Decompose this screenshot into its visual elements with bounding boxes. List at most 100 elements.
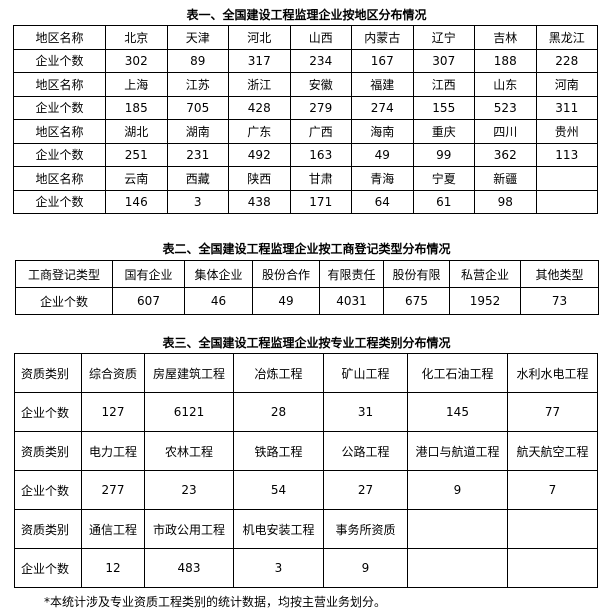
row-label: 资质类别 bbox=[14, 431, 82, 471]
table-row: 地区名称 上海 江苏 浙江 安徽 福建 江西 山东 河南 bbox=[13, 72, 598, 97]
count-cell: 127 bbox=[81, 392, 145, 432]
footnote: *本统计涉及专业资质工程类别的统计数据，均按主营业务划分。 bbox=[44, 595, 387, 609]
type-cell: 其他类型 bbox=[520, 260, 599, 288]
row-label: 地区名称 bbox=[13, 72, 106, 97]
count-cell: 23 bbox=[144, 470, 234, 510]
count-cell: 27 bbox=[323, 470, 408, 510]
name-cell: 江苏 bbox=[166, 72, 229, 97]
table-row: 企业个数 127 6121 28 31 145 77 bbox=[14, 392, 598, 432]
name-cell: 云南 bbox=[105, 166, 168, 191]
count-cell: 89 bbox=[166, 48, 229, 73]
name-cell: 海南 bbox=[351, 119, 414, 144]
count-cell: 317 bbox=[228, 48, 291, 73]
count-cell: 279 bbox=[289, 95, 352, 120]
region-distribution-table: 地区名称 北京 天津 河北 山西 内蒙古 辽宁 吉林 黑龙江 企业个数 302 89 317 234 167… bbox=[13, 25, 598, 214]
count-cell: 146 bbox=[105, 189, 168, 214]
count-cell: 185 bbox=[105, 95, 168, 120]
count-label: 企业个数 bbox=[15, 287, 113, 315]
count-cell: 302 bbox=[105, 48, 168, 73]
count-cell: 274 bbox=[351, 95, 414, 120]
table1-title: 表一、全国建设工程监理企业按地区分布情况 bbox=[186, 8, 427, 22]
name-cell: 内蒙古 bbox=[351, 25, 414, 50]
name-cell: 航天航空工程 bbox=[507, 431, 598, 471]
type-cell: 股份合作 bbox=[252, 260, 320, 288]
row-label: 企业个数 bbox=[13, 48, 106, 73]
row-label: 资质类别 bbox=[14, 509, 82, 549]
name-cell: 浙江 bbox=[228, 72, 291, 97]
name-cell: 湖南 bbox=[166, 119, 229, 144]
name-cell: 西藏 bbox=[166, 166, 229, 191]
count-cell: 9 bbox=[323, 548, 408, 588]
name-cell: 化工石油工程 bbox=[407, 353, 508, 393]
name-cell: 农林工程 bbox=[144, 431, 234, 471]
count-cell: 188 bbox=[474, 48, 537, 73]
row-label: 地区名称 bbox=[13, 119, 106, 144]
row-label: 地区名称 bbox=[13, 25, 106, 50]
count-cell: 113 bbox=[535, 142, 598, 167]
table-row: 企业个数 251 231 492 163 49 99 362 113 bbox=[13, 142, 598, 167]
table-row: 地区名称 湖北 湖南 广东 广西 海南 重庆 四川 贵州 bbox=[13, 119, 598, 144]
name-cell: 综合资质 bbox=[81, 353, 145, 393]
count-cell: 3 bbox=[166, 189, 229, 214]
row-label: 企业个数 bbox=[13, 189, 106, 214]
name-cell: 陕西 bbox=[228, 166, 291, 191]
name-cell: 通信工程 bbox=[81, 509, 145, 549]
table-row: 工商登记类型 国有企业 集体企业 股份合作 有限责任 股份有限 私营企业 其他类… bbox=[15, 260, 599, 288]
table2-title: 表二、全国建设工程监理企业按工商登记类型分布情况 bbox=[162, 242, 451, 256]
count-cell: 311 bbox=[535, 95, 598, 120]
name-cell: 辽宁 bbox=[412, 25, 475, 50]
name-cell: 黑龙江 bbox=[535, 25, 598, 50]
count-cell: 277 bbox=[81, 470, 145, 510]
row-label: 企业个数 bbox=[14, 470, 82, 510]
name-cell: 新疆 bbox=[474, 166, 537, 191]
count-cell: 705 bbox=[166, 95, 229, 120]
table-row: 资质类别 电力工程 农林工程 铁路工程 公路工程 港口与航道工程 航天航空工程 bbox=[14, 431, 598, 471]
name-cell: 北京 bbox=[105, 25, 168, 50]
count-cell: 98 bbox=[474, 189, 537, 214]
registration-type-table: 工商登记类型 国有企业 集体企业 股份合作 有限责任 股份有限 私营企业 其他类… bbox=[15, 260, 599, 315]
table-row: 企业个数 302 89 317 234 167 307 188 228 bbox=[13, 48, 598, 73]
row-label: 企业个数 bbox=[14, 548, 82, 588]
row-label: 企业个数 bbox=[14, 392, 82, 432]
table-row: 企业个数 185 705 428 279 274 155 523 311 bbox=[13, 95, 598, 120]
table-row: 地区名称 云南 西藏 陕西 甘肃 青海 宁夏 新疆 bbox=[13, 166, 598, 191]
name-cell: 山西 bbox=[289, 25, 352, 50]
table-row: 资质类别 通信工程 市政公用工程 机电安装工程 事务所资质 bbox=[14, 509, 598, 549]
count-cell: 9 bbox=[407, 470, 508, 510]
count-cell: 3 bbox=[233, 548, 324, 588]
name-cell: 广西 bbox=[289, 119, 352, 144]
count-cell: 155 bbox=[412, 95, 475, 120]
count-cell: 307 bbox=[412, 48, 475, 73]
row-label: 资质类别 bbox=[14, 353, 82, 393]
count-cell: 675 bbox=[383, 287, 450, 315]
count-cell: 49 bbox=[252, 287, 320, 315]
count-cell: 251 bbox=[105, 142, 168, 167]
name-cell: 冶炼工程 bbox=[233, 353, 324, 393]
count-cell: 231 bbox=[166, 142, 229, 167]
count-cell: 28 bbox=[233, 392, 324, 432]
table-row: 企业个数 607 46 49 4031 675 1952 73 bbox=[15, 287, 599, 315]
table-row: 资质类别 综合资质 房屋建筑工程 冶炼工程 矿山工程 化工石油工程 水利水电工程 bbox=[14, 353, 598, 393]
count-cell: 362 bbox=[474, 142, 537, 167]
count-cell: 234 bbox=[289, 48, 352, 73]
count-cell: 73 bbox=[520, 287, 599, 315]
name-cell: 天津 bbox=[166, 25, 229, 50]
count-cell: 492 bbox=[228, 142, 291, 167]
count-cell: 54 bbox=[233, 470, 324, 510]
name-cell: 四川 bbox=[474, 119, 537, 144]
name-cell: 港口与航道工程 bbox=[407, 431, 508, 471]
table-row: 企业个数 146 3 438 171 64 61 98 bbox=[13, 189, 598, 214]
table3-title: 表三、全国建设工程监理企业按专业工程类别分布情况 bbox=[162, 336, 451, 350]
name-cell: 市政公用工程 bbox=[144, 509, 234, 549]
name-cell: 江西 bbox=[412, 72, 475, 97]
specialty-category-table: 资质类别 综合资质 房屋建筑工程 冶炼工程 矿山工程 化工石油工程 水利水电工程 企业个数 12… bbox=[14, 353, 598, 588]
name-cell: 机电安装工程 bbox=[233, 509, 324, 549]
count-cell: 145 bbox=[407, 392, 508, 432]
name-cell: 广东 bbox=[228, 119, 291, 144]
name-cell: 水利水电工程 bbox=[507, 353, 598, 393]
type-cell: 股份有限 bbox=[383, 260, 450, 288]
count-cell: 523 bbox=[474, 95, 537, 120]
count-cell: 7 bbox=[507, 470, 598, 510]
count-cell: 163 bbox=[289, 142, 352, 167]
count-cell: 6121 bbox=[144, 392, 234, 432]
